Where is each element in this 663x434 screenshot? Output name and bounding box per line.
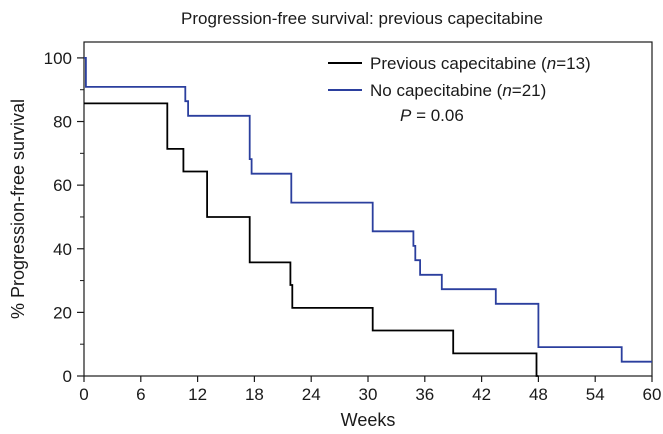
y-tick-label: 100 [44,49,72,68]
y-tick-label: 40 [53,240,72,259]
x-axis: 0 6 12 18 24 30 36 42 48 54 60 [79,376,661,404]
x-tick-label: 60 [643,385,662,404]
x-axis-title: Weeks [341,410,396,430]
x-tick-label: 12 [188,385,207,404]
x-tick-label: 36 [415,385,434,404]
series-line-previous-capecitabine [84,102,539,377]
series-lines [84,57,652,377]
x-tick-label: 24 [302,385,321,404]
legend-name-no-capecitabine: No capecitabine ( [370,81,503,100]
y-tick-label: 20 [53,303,72,322]
x-tick-label: 48 [529,385,548,404]
y-tick-label: 60 [53,176,72,195]
p-value-text: = 0.06 [411,106,463,125]
p-value-annotation: P = 0.06 [400,106,464,125]
x-tick-label: 54 [586,385,605,404]
x-tick-label: 6 [136,385,145,404]
legend-n-previous-capecitabine: n [547,54,556,73]
legend-count-previous-capecitabine: =13) [556,54,591,73]
y-tick-label: 80 [53,113,72,132]
plot-frame [83,41,653,377]
legend-count-no-capecitabine: =21) [512,81,547,100]
x-tick-label: 18 [245,385,264,404]
x-tick-label: 30 [359,385,378,404]
chart-title: Progression-free survival: previous cape… [181,9,543,28]
y-axis: 0 20 40 60 80 100 [44,49,84,386]
legend-label-previous-capecitabine: Previous capecitabine (n=13) [370,54,591,73]
legend-label-no-capecitabine: No capecitabine (n=21) [370,81,546,100]
legend-name-previous-capecitabine: Previous capecitabine ( [370,54,547,73]
x-tick-label: 42 [472,385,491,404]
p-value-symbol: P [400,106,412,125]
legend: Previous capecitabine (n=13) No capecita… [328,54,591,125]
legend-n-no-capecitabine: n [502,81,511,100]
y-axis-title: % Progression-free survival [8,99,28,319]
x-tick-label: 0 [79,385,88,404]
series-line-no-capecitabine [84,57,652,363]
y-tick-label: 0 [63,367,72,386]
